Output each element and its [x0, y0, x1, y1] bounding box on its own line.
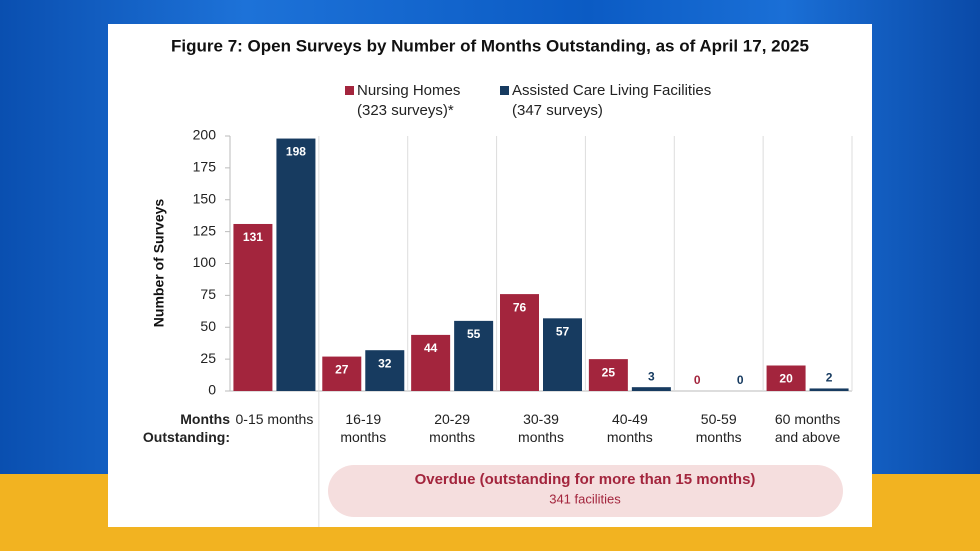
y-tick-label: 200: [193, 127, 217, 143]
value-label: 76: [513, 300, 527, 314]
x-tick-label: 30-39 months: [518, 411, 564, 445]
x-tick-label: 50-59 months: [695, 411, 742, 445]
value-label: 0: [737, 373, 744, 387]
value-label: 3: [648, 369, 655, 383]
annotation-title: Overdue (outstanding for more than 15 mo…: [415, 471, 756, 488]
value-label: 57: [556, 324, 570, 338]
value-label: 198: [286, 145, 306, 159]
value-label: 32: [378, 356, 392, 370]
bar: [411, 334, 451, 391]
legend-note: (323 surveys)*: [357, 102, 454, 119]
bar: [322, 356, 362, 391]
bar: [276, 138, 316, 391]
y-axis-title: Number of Surveys: [151, 199, 167, 328]
bar: [233, 223, 273, 391]
bar: [588, 359, 628, 391]
value-label: 20: [779, 372, 793, 386]
bar: [365, 350, 405, 391]
y-tick-label: 125: [193, 222, 217, 238]
value-label: 25: [602, 365, 616, 379]
y-tick-label: 25: [200, 350, 216, 366]
x-tick-label: 16-19 months: [340, 411, 387, 445]
legend-swatch: [345, 86, 354, 95]
chart-title: Figure 7: Open Surveys by Number of Mont…: [171, 36, 809, 55]
value-label: 44: [424, 341, 438, 355]
bar: [631, 387, 671, 391]
value-label: 0: [694, 373, 701, 387]
y-tick-label: 175: [193, 159, 217, 175]
x-tick-label: 0-15 months: [235, 411, 314, 427]
overdue-box: [328, 465, 843, 517]
legend-swatch: [500, 86, 509, 95]
bar: [766, 365, 806, 391]
value-label: 55: [467, 327, 481, 341]
bar: [500, 294, 539, 391]
legend-note: (347 surveys): [512, 102, 603, 119]
value-label: 131: [243, 230, 263, 244]
annotation-subtitle: 341 facilities: [549, 491, 621, 506]
y-tick-label: 75: [200, 286, 216, 302]
legend-label: Nursing Homes: [357, 82, 460, 99]
value-label: 2: [826, 371, 833, 385]
y-tick-label: 0: [208, 382, 216, 398]
x-tick-label: 20-29 months: [429, 411, 476, 445]
bar: [543, 318, 582, 391]
x-tick-label: 60 months and above: [774, 411, 841, 445]
x-axis-title: Months Outstanding:: [142, 411, 230, 445]
x-tick-label: 40-49 months: [606, 411, 653, 445]
legend-label: Assisted Care Living Facilities: [512, 82, 711, 99]
y-tick-label: 150: [193, 190, 217, 206]
y-tick-label: 100: [193, 254, 217, 270]
bar: [454, 320, 494, 391]
value-label: 27: [335, 363, 349, 377]
y-tick-label: 50: [200, 318, 216, 334]
bar: [809, 388, 849, 391]
